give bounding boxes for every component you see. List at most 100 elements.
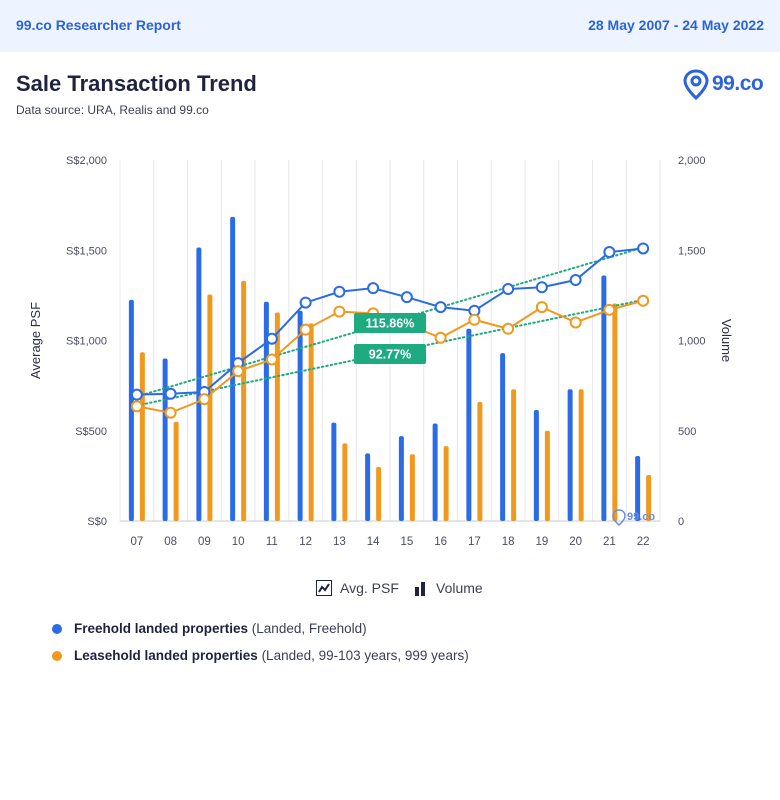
left-axis-tick: S$1,500: [66, 245, 107, 257]
right-axis-tick: 0: [678, 516, 684, 528]
x-tick-label: 10: [232, 536, 245, 548]
volume-bar: [139, 352, 145, 521]
psf-point: [468, 313, 481, 326]
line-chart-icon: [316, 580, 332, 596]
psf-point: [603, 303, 616, 316]
psf-point: [400, 291, 413, 304]
x-tick-label: 15: [400, 536, 413, 548]
toggle-volume[interactable]: Volume: [414, 580, 483, 596]
volume-bar: [398, 436, 404, 521]
watermark-text: 99.co: [627, 511, 655, 523]
volume-bar: [466, 328, 472, 521]
right-axis-tick: 2,000: [678, 155, 706, 167]
sale-transaction-chart: S$0 S$500 S$1,000 S$1,500 S$2,000 0 500 1,000 1,…: [28, 155, 734, 548]
x-tick-label: 14: [367, 536, 380, 548]
psf-point: [502, 283, 515, 296]
growth-badge-label: 92.77%: [369, 348, 411, 362]
volume-bar: [612, 303, 618, 521]
toggle-avg-psf-label: Avg. PSF: [340, 580, 399, 596]
psf-point: [299, 323, 312, 336]
volume-bar: [308, 323, 314, 521]
report-title: 99.co Researcher Report: [16, 17, 181, 33]
volume-bar: [274, 312, 280, 521]
volume-bar: [409, 454, 415, 521]
volume-bar: [567, 389, 573, 521]
volume-bar: [601, 275, 607, 521]
toggle-volume-label: Volume: [436, 580, 483, 596]
volume-bar: [297, 310, 303, 521]
psf-point: [434, 331, 447, 344]
psf-point: [637, 242, 650, 255]
report-header: 99.co Researcher Report 28 May 2007 - 24…: [0, 0, 780, 52]
bar-chart-icon: [415, 582, 425, 596]
volume-bar: [196, 247, 202, 521]
psf-line: [136, 247, 644, 396]
growth-badge: [354, 313, 426, 333]
right-axis-tick: 500: [678, 426, 696, 438]
x-tick-label: 13: [333, 536, 346, 548]
psf-point: [535, 281, 548, 294]
psf-point: [164, 406, 177, 419]
x-tick-label: 20: [569, 536, 582, 548]
psf-point: [232, 365, 245, 378]
growth-badge: [354, 344, 426, 364]
toggle-avg-psf[interactable]: Avg. PSF: [316, 580, 399, 596]
psf-point: [299, 296, 312, 309]
volume-bar: [511, 389, 517, 521]
legend-item-freehold: Freehold landed properties (Landed, Free…: [52, 620, 469, 647]
series-toggles: Avg. PSF Volume: [0, 580, 780, 604]
legend-freehold-name: Freehold landed properties: [74, 621, 249, 636]
date-range: 28 May 2007 - 24 May 2022: [588, 17, 764, 33]
psf-point: [333, 305, 346, 318]
legend-leasehold-detail: (Landed, 99-103 years, 999 years): [261, 648, 469, 663]
volume-bar: [443, 446, 449, 521]
legend-freehold-detail: (Landed, Freehold): [251, 621, 367, 636]
x-tick-label: 18: [502, 536, 515, 548]
volume-bar: [162, 358, 168, 521]
volume-bar: [578, 389, 584, 521]
psf-point: [198, 393, 211, 406]
psf-point: [569, 316, 582, 329]
psf-point: [130, 388, 143, 401]
data-source: Data source: URA, Realis and 99.co: [16, 103, 209, 117]
left-axis-tick: S$500: [75, 426, 107, 438]
logo-pin-icon: [683, 69, 709, 100]
psf-point: [130, 400, 143, 413]
left-axis-label: Average PSF: [28, 302, 43, 379]
psf-point: [535, 301, 548, 314]
right-axis-label: Volume: [719, 319, 734, 362]
volume-bar: [500, 353, 506, 521]
psf-point: [603, 246, 616, 259]
x-tick-label: 17: [468, 536, 481, 548]
x-tick-label: 11: [266, 536, 278, 548]
volume-bar: [241, 280, 247, 521]
volume-bar: [207, 294, 213, 521]
volume-bar: [331, 422, 337, 521]
psf-point: [164, 387, 177, 400]
left-axis-tick: S$0: [87, 516, 107, 528]
x-tick-label: 16: [434, 536, 447, 548]
volume-bar: [128, 299, 134, 521]
x-tick-label: 21: [603, 536, 616, 548]
brand-logo-text: 99.co: [712, 72, 764, 95]
chart-title: Sale Transaction Trend: [16, 71, 257, 96]
right-axis-tick: 1,500: [678, 245, 706, 257]
psf-point: [502, 322, 515, 335]
x-tick-label: 12: [299, 536, 312, 548]
psf-point: [333, 285, 346, 298]
volume-bar: [342, 443, 348, 521]
psf-point: [367, 282, 380, 295]
x-tick-label: 09: [198, 536, 211, 548]
volume-bar: [432, 423, 438, 521]
volume-bar: [376, 466, 382, 521]
legend-item-leasehold: Leasehold landed properties (Landed, 99-…: [52, 647, 469, 674]
psf-point: [265, 353, 278, 366]
legend-leasehold-name: Leasehold landed properties: [74, 648, 258, 663]
watermark-pin-icon: [612, 509, 626, 526]
left-axis-tick: S$2,000: [66, 155, 107, 167]
x-tick-label: 22: [637, 536, 650, 548]
psf-point: [569, 274, 582, 287]
series-legend: Freehold landed properties (Landed, Free…: [52, 620, 469, 674]
left-axis-tick: S$1,000: [66, 336, 107, 348]
x-tick-label: 07: [130, 536, 143, 548]
